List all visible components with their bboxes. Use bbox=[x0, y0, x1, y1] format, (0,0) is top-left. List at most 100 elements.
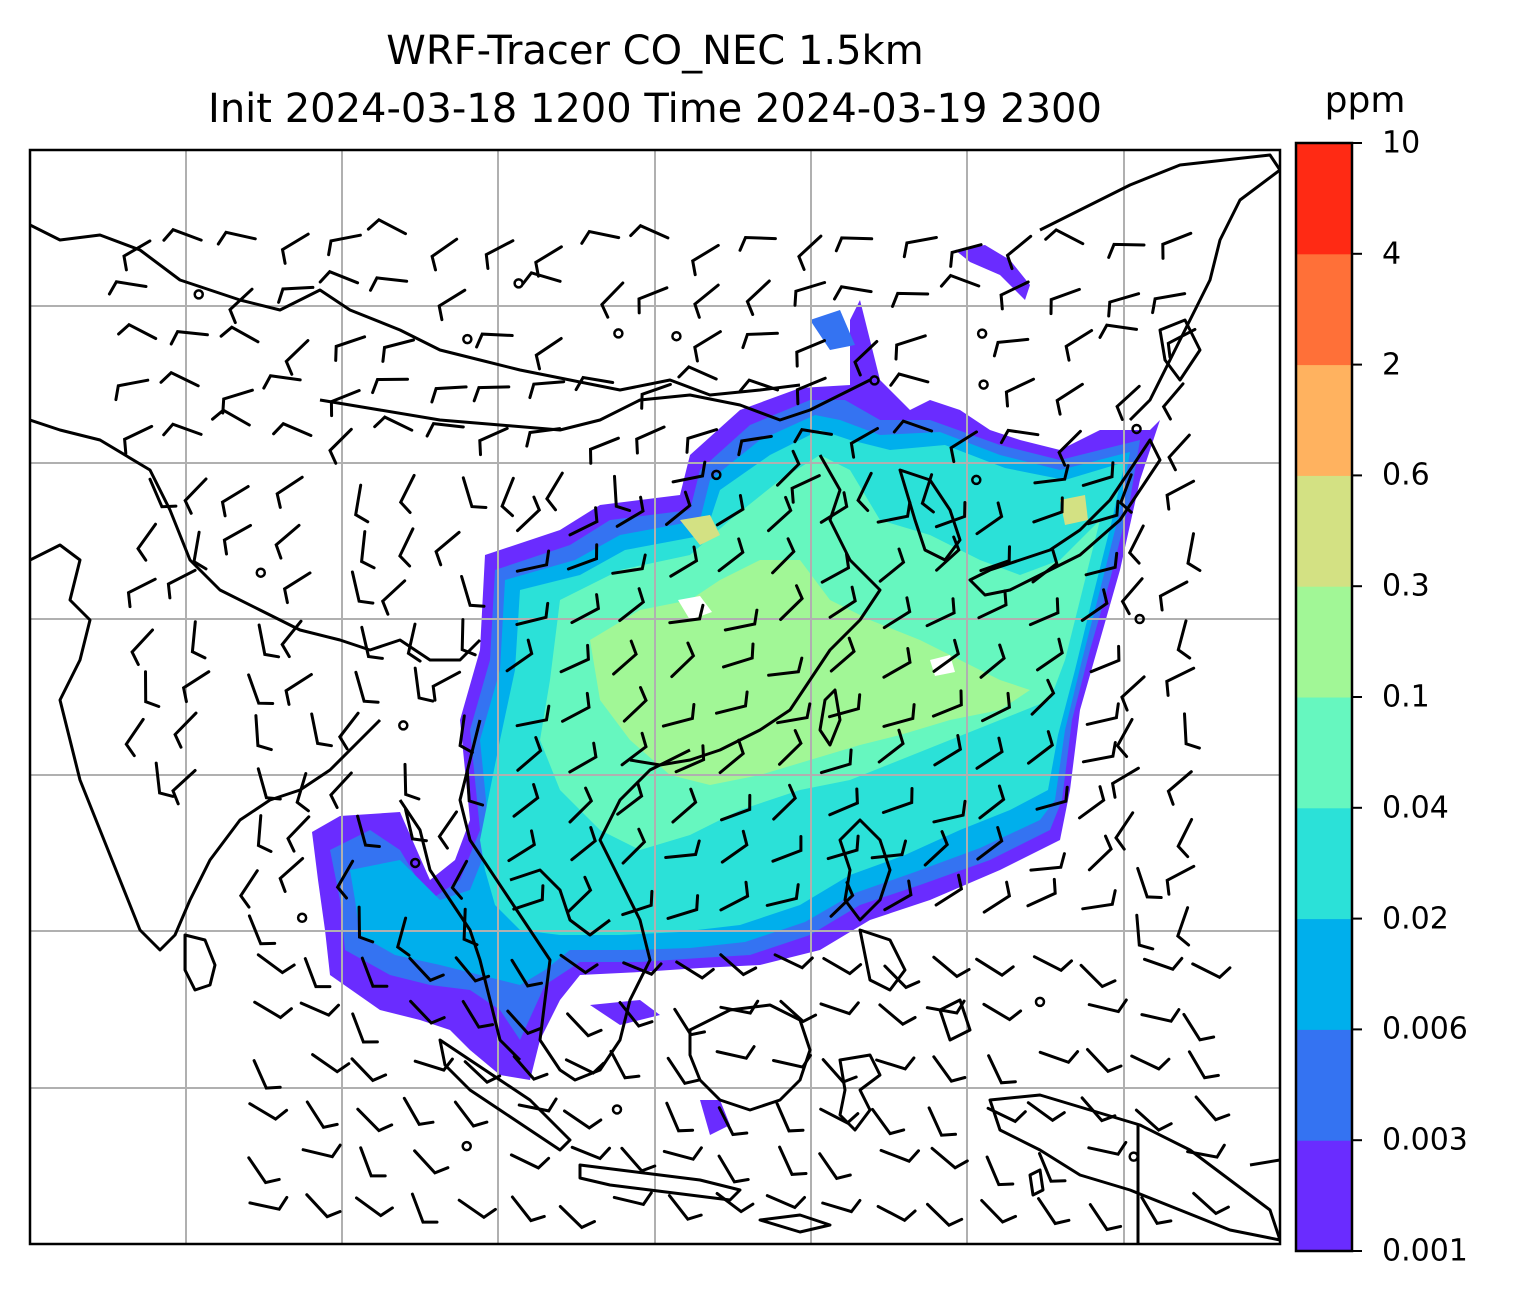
wind-barb bbox=[360, 625, 384, 660]
wind-barb bbox=[122, 239, 152, 272]
wind-barb bbox=[402, 1096, 435, 1126]
wind-barb bbox=[253, 1000, 293, 1020]
borneo-coastline bbox=[688, 1003, 812, 1112]
wind-barb bbox=[282, 571, 312, 605]
wind-barb bbox=[328, 427, 353, 465]
wind-barb bbox=[795, 376, 827, 406]
wind-barb bbox=[875, 1056, 916, 1071]
wind-barb bbox=[820, 552, 851, 584]
wind-barb bbox=[715, 494, 745, 527]
wind-barb bbox=[819, 748, 853, 775]
wind-barb bbox=[871, 1107, 906, 1136]
wind-barb bbox=[272, 421, 313, 437]
wind-barb bbox=[1044, 228, 1085, 246]
wind-barb bbox=[472, 385, 511, 403]
wind-barb bbox=[570, 593, 601, 625]
wind-barb bbox=[1086, 499, 1120, 526]
wind-barb bbox=[765, 1194, 806, 1210]
wind-barb bbox=[1055, 382, 1084, 416]
wind-barb bbox=[878, 1003, 917, 1027]
wind-barb bbox=[612, 1191, 653, 1207]
wind-barb bbox=[1026, 1101, 1066, 1123]
concentration-wisp-north bbox=[955, 245, 1030, 300]
india-northern-border bbox=[30, 418, 482, 662]
wind-barb bbox=[381, 338, 415, 363]
wind-barb bbox=[1194, 1095, 1231, 1122]
wind-barb bbox=[216, 230, 257, 246]
wind-barb bbox=[1081, 461, 1115, 487]
wind-barb bbox=[228, 287, 254, 325]
wind-barb bbox=[350, 1057, 388, 1083]
wind-barb bbox=[413, 1057, 454, 1072]
wind-barb bbox=[611, 553, 647, 575]
wind-barb bbox=[337, 711, 360, 751]
wind-barb bbox=[793, 281, 827, 307]
philippines-coastline bbox=[838, 818, 892, 922]
wind-barb bbox=[618, 1001, 654, 1028]
wind-barb bbox=[1081, 889, 1117, 911]
wind-barb bbox=[126, 577, 157, 609]
calm-wind-marker bbox=[1131, 423, 1142, 435]
wind-barb bbox=[515, 704, 551, 728]
wind-barb bbox=[534, 337, 563, 371]
wind-barb bbox=[1161, 382, 1185, 421]
hokkaido-coastline bbox=[1158, 318, 1202, 382]
wind-barb bbox=[1165, 479, 1196, 511]
philippines-south bbox=[858, 928, 907, 992]
wind-barb bbox=[248, 1102, 289, 1121]
wind-barb bbox=[635, 425, 666, 455]
wind-barb bbox=[221, 388, 254, 415]
wind-barb bbox=[778, 1145, 808, 1176]
wind-barb bbox=[662, 1146, 703, 1161]
wind-barb bbox=[992, 337, 1030, 358]
wind-barb bbox=[580, 229, 621, 245]
wind-barb bbox=[211, 408, 251, 427]
wind-barb bbox=[979, 643, 1006, 679]
wind-barb bbox=[821, 1058, 858, 1084]
wind-barbs bbox=[107, 217, 1232, 1232]
wind-barb bbox=[975, 957, 1015, 978]
colorbar-segment bbox=[1296, 475, 1352, 587]
calm-wind-marker bbox=[1034, 996, 1046, 1008]
wind-barb bbox=[719, 880, 750, 912]
wind-barb bbox=[738, 378, 780, 393]
wind-barb bbox=[1033, 464, 1070, 485]
wind-barb bbox=[979, 545, 1011, 573]
wind-barb bbox=[171, 769, 197, 806]
wind-barb bbox=[284, 673, 313, 706]
wind-barb bbox=[409, 999, 446, 1025]
wind-barb bbox=[927, 1106, 957, 1137]
java-coastline bbox=[578, 1163, 742, 1202]
wind-barb bbox=[978, 784, 1006, 820]
colorbar-segment bbox=[1296, 586, 1352, 698]
wind-barb bbox=[568, 786, 594, 824]
wind-barb bbox=[280, 619, 303, 659]
wind-barb bbox=[559, 643, 590, 674]
wind-barb bbox=[745, 279, 771, 316]
wind-barb bbox=[398, 473, 416, 514]
wind-barb bbox=[1078, 785, 1106, 820]
wind-barb bbox=[665, 490, 692, 526]
wind-barb bbox=[1032, 955, 1073, 973]
wind-barb bbox=[512, 884, 545, 911]
wind-barb bbox=[926, 1202, 964, 1227]
wind-barb bbox=[715, 690, 749, 715]
wind-barb bbox=[1187, 1050, 1220, 1080]
wind-barb bbox=[404, 808, 428, 843]
colorbar-segment bbox=[1296, 1029, 1352, 1141]
wind-barb bbox=[1086, 1048, 1123, 1074]
wind-barb bbox=[506, 1009, 543, 1036]
colorbar-tick-label: 0.04 bbox=[1382, 790, 1449, 826]
wind-barb bbox=[1080, 1096, 1117, 1123]
wind-barb bbox=[566, 543, 599, 571]
wind-barb bbox=[892, 419, 934, 434]
wind-barb bbox=[670, 641, 696, 679]
wind-barb bbox=[1114, 811, 1135, 851]
colorbar-tick-label: 0.006 bbox=[1382, 1011, 1468, 1047]
wind-barb bbox=[256, 953, 296, 975]
wind-barb bbox=[715, 1045, 756, 1060]
wind-barb bbox=[431, 670, 462, 702]
wind-barb bbox=[720, 829, 749, 864]
wind-barb bbox=[220, 485, 250, 518]
wind-barb bbox=[545, 471, 564, 512]
